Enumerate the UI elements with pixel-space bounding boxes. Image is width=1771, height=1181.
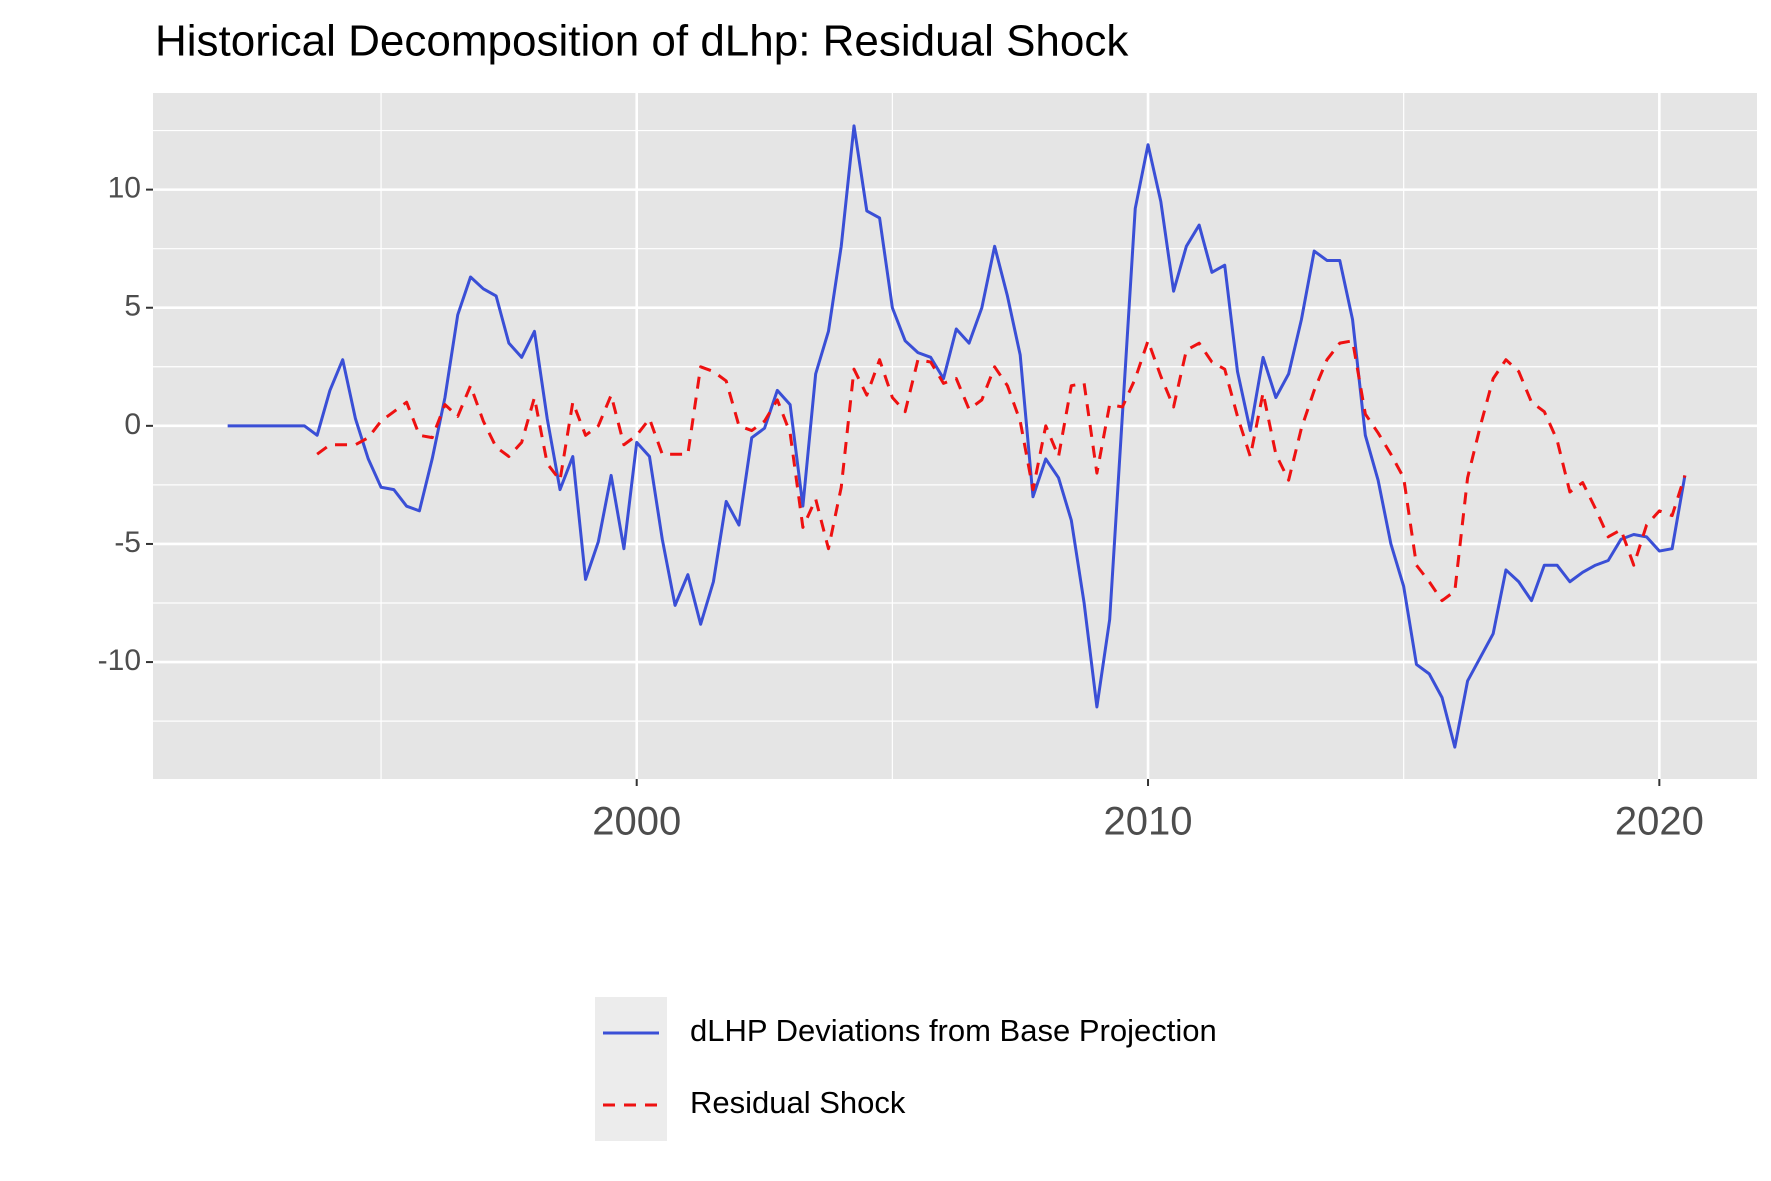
series-line: [227, 124, 1687, 749]
y-tick-label: 5: [124, 290, 141, 323]
plot-panel: [153, 93, 1757, 779]
chart-title: Historical Decomposition of dLhp: Residu…: [155, 17, 1129, 66]
y-tick-label: 10: [108, 172, 141, 205]
x-tick-label: 2010: [1104, 800, 1193, 844]
x-tick-label: 2020: [1615, 800, 1704, 844]
x-tick-label: 2000: [592, 800, 681, 844]
y-tick-label: -5: [114, 526, 141, 559]
legend-background: [595, 997, 667, 1141]
legend-label: dLHP Deviations from Base Projection: [690, 1013, 1217, 1048]
y-tick-label: 0: [124, 408, 141, 441]
series-line: [316, 339, 1687, 603]
y-tick-label: -10: [98, 644, 141, 677]
legend-label: Residual Shock: [690, 1085, 906, 1120]
